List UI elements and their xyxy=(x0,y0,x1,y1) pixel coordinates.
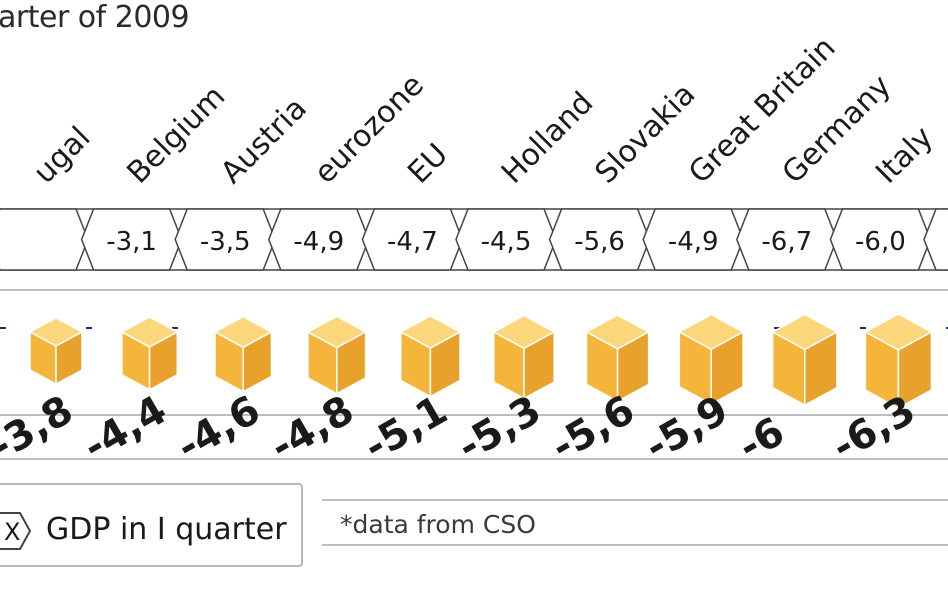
legend-symbol-tag: X xyxy=(0,512,32,550)
q1-tag xyxy=(174,208,277,271)
q1-tag xyxy=(0,208,89,271)
q1-tag xyxy=(455,208,557,271)
cube-right xyxy=(804,330,838,407)
q1-tag xyxy=(735,208,838,271)
q1-value: -3,5 xyxy=(200,227,251,257)
chart-title: arter of 2009 xyxy=(0,0,190,35)
legend-label: GDP in I quarter xyxy=(46,512,287,547)
source-note: *data from CSO xyxy=(340,510,536,539)
cube-right xyxy=(242,330,273,393)
q1-tag xyxy=(267,208,370,271)
q1-value: -6,0 xyxy=(855,227,906,257)
q1-tag xyxy=(829,208,932,271)
cube-right xyxy=(336,330,367,395)
q1-value: -3,1 xyxy=(106,227,157,257)
cube-right xyxy=(523,330,555,400)
cube-right xyxy=(616,330,650,403)
country-label: Italy xyxy=(869,120,940,191)
country-label: Holland xyxy=(495,85,600,190)
q1-value: -4,9 xyxy=(668,227,719,257)
cube-right xyxy=(897,330,933,410)
country-label: ugal xyxy=(27,120,98,191)
q1-tag xyxy=(361,208,464,271)
q1-tag xyxy=(80,208,183,271)
cube-right xyxy=(148,330,179,392)
cube-right xyxy=(55,330,83,386)
legend-symbol-text: X xyxy=(4,518,20,546)
q2-value: -6 xyxy=(731,409,792,471)
country-label: Belgium xyxy=(121,79,233,191)
q1-value: -6,7 xyxy=(761,227,812,257)
q1-value: -4,7 xyxy=(387,227,438,257)
legend-box xyxy=(0,483,303,567)
cube-right xyxy=(710,330,744,406)
cube-right xyxy=(429,330,461,398)
q1-tag xyxy=(923,208,948,271)
country-label: Slovakia xyxy=(589,77,703,191)
q1-value: -5,6 xyxy=(574,227,625,257)
q1-value: -4,9 xyxy=(293,227,344,257)
q1-tag xyxy=(548,208,651,271)
q1-value: -4,5 xyxy=(481,227,532,257)
country-label: EU xyxy=(401,137,455,191)
q1-tag xyxy=(642,208,745,271)
